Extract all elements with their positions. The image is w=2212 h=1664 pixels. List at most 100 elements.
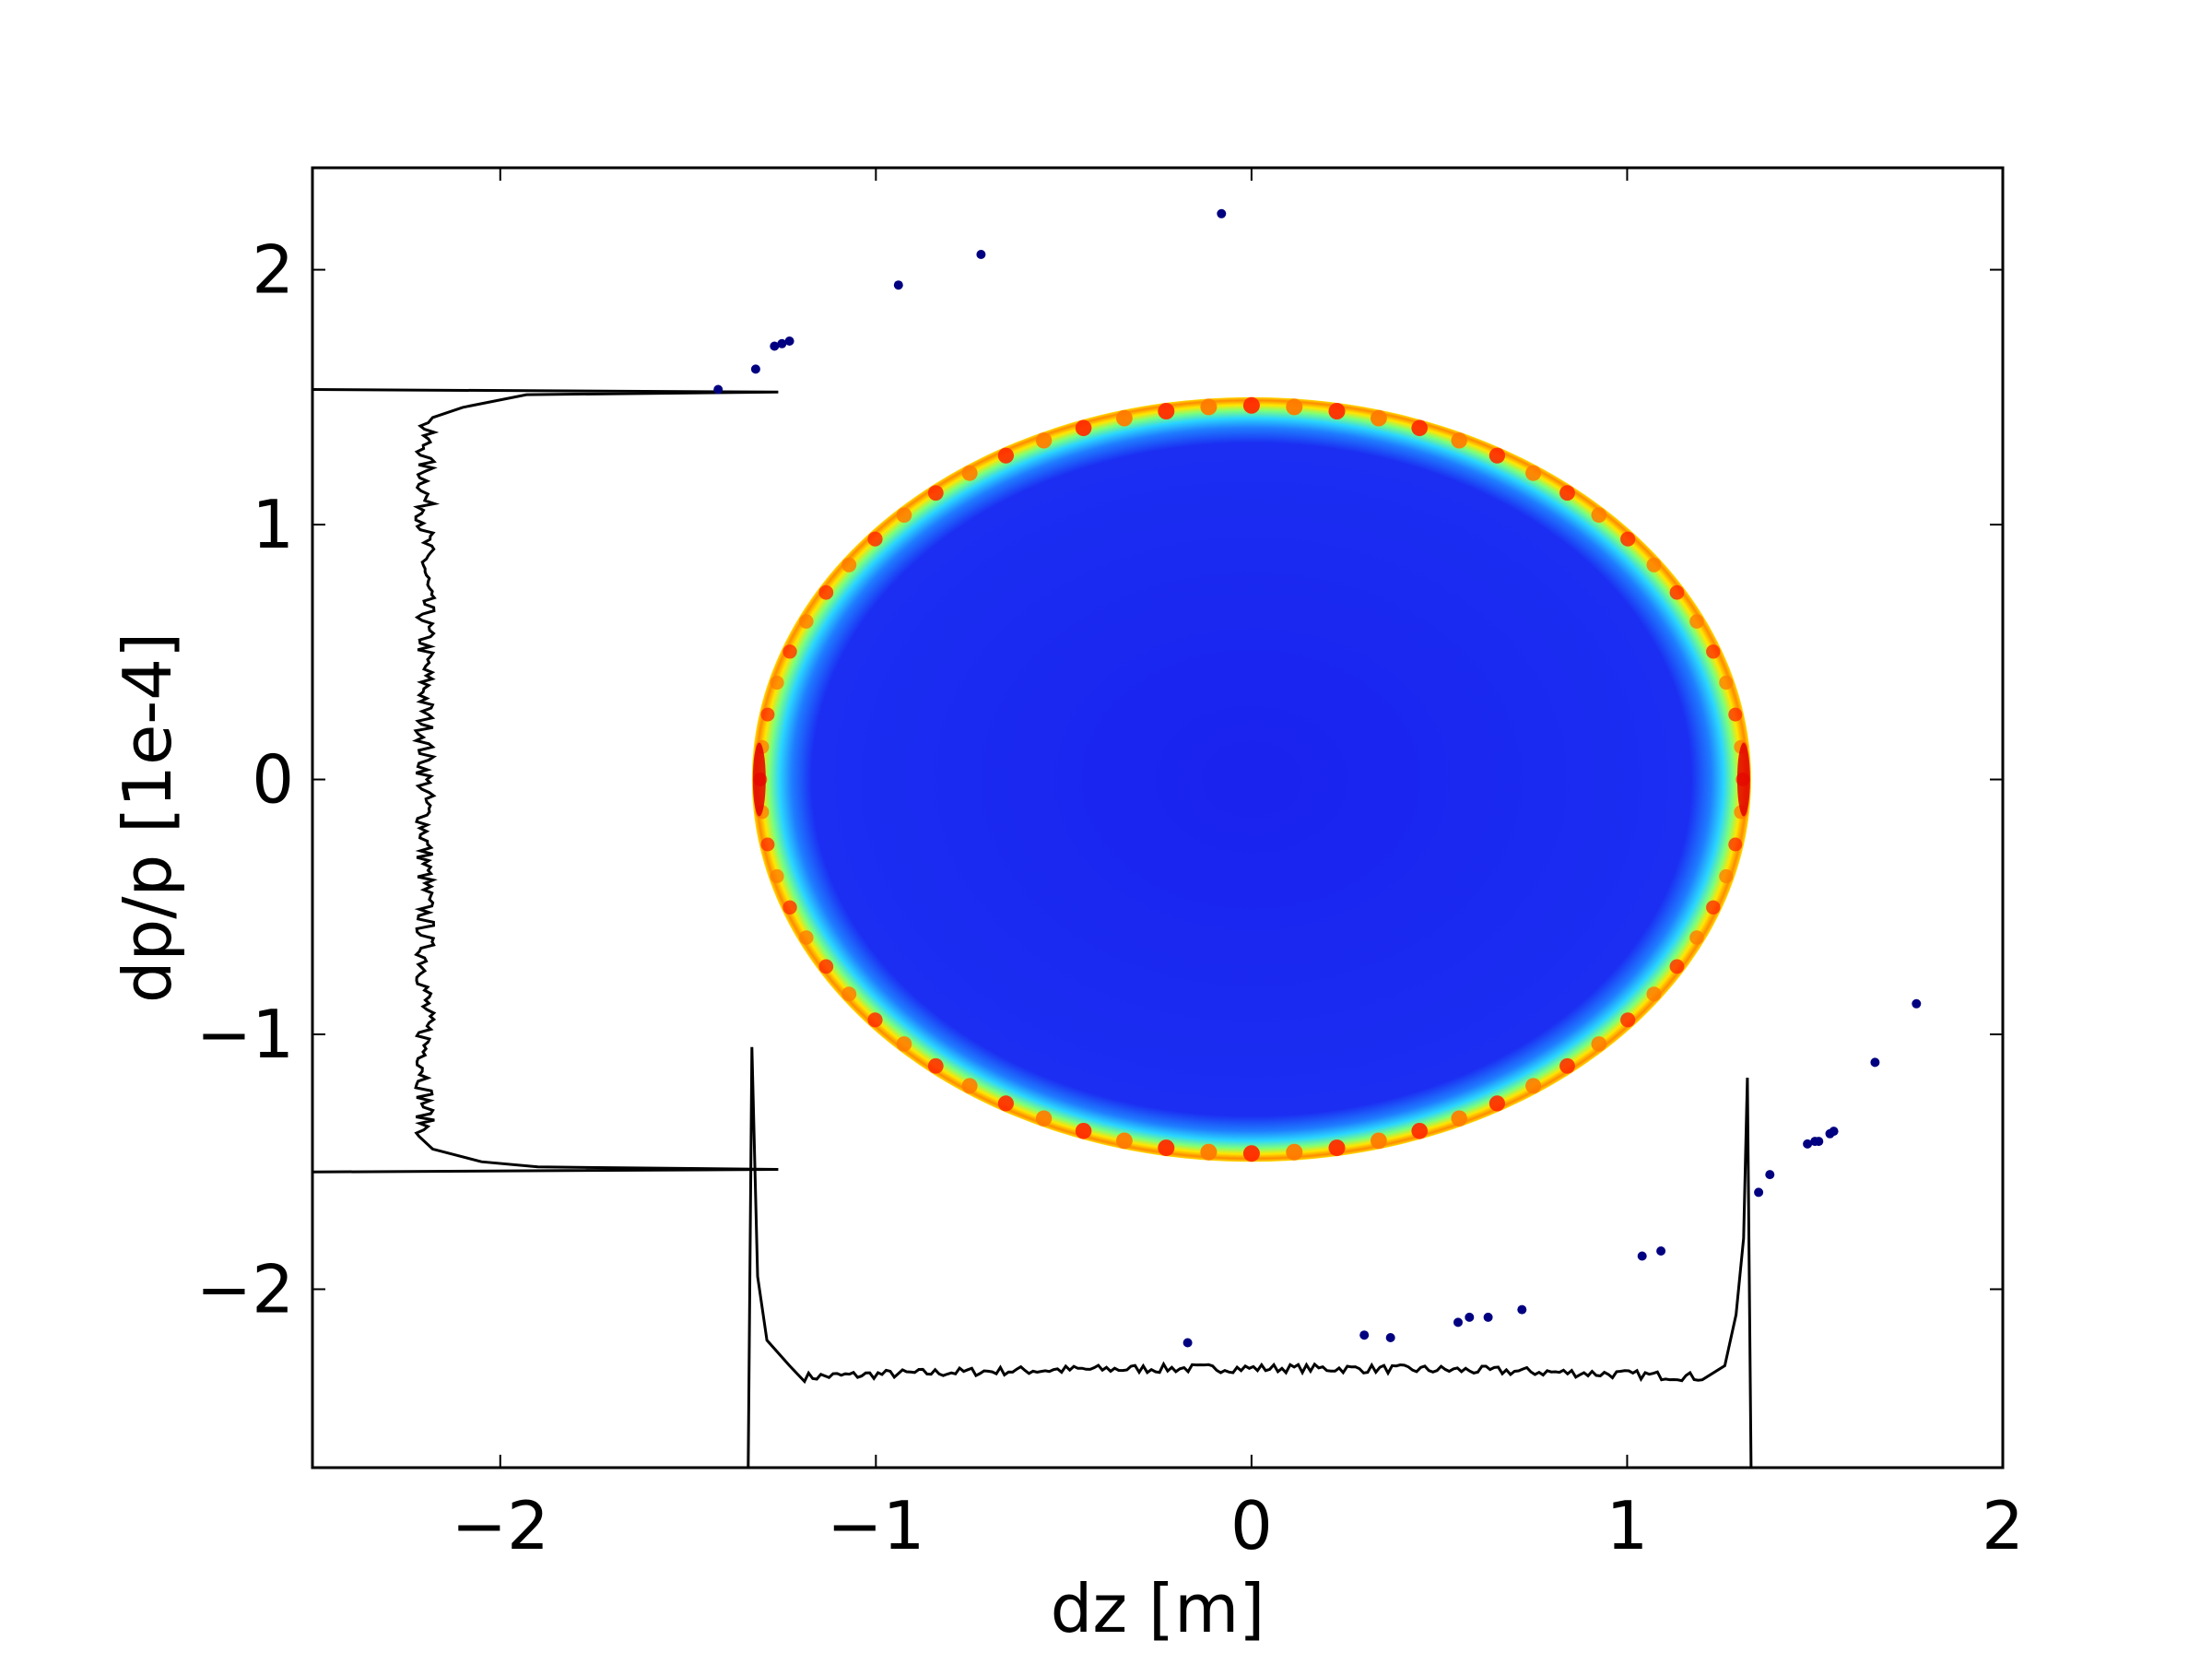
dz-profile-line: [747, 1046, 1753, 1468]
ellipse-rim-hotspot: [841, 557, 857, 572]
x-tick-label: −1: [827, 1487, 924, 1564]
outlier-point: [1182, 1338, 1193, 1348]
outlier-point: [1829, 1127, 1839, 1137]
ellipse-rim-hotspot: [997, 1095, 1014, 1112]
ellipse-rim-hotspot: [1706, 644, 1721, 659]
ellipse-rim-hotspot: [1075, 419, 1092, 437]
ellipse-rim-hotspot: [1328, 403, 1346, 419]
ellipse-rim-hotspot: [1728, 837, 1743, 852]
ellipse-rim-hotspot: [1620, 1012, 1636, 1028]
ellipse-rim-hotspot: [1591, 507, 1607, 523]
ellipse-rim-hotspot: [961, 1078, 978, 1094]
ellipse-rim-hotspot: [997, 447, 1014, 464]
ellipse-rim-hotspot: [760, 707, 775, 722]
outlier-point: [1765, 1170, 1775, 1180]
ellipse-rim-hotspot: [867, 531, 883, 547]
ellipse-rim-hotspot: [1451, 1110, 1467, 1127]
plot-area: [312, 208, 1922, 1468]
ellipse-rim-hotspot: [760, 837, 775, 852]
ellipse-rim-hotspot: [1646, 986, 1662, 1002]
outlier-point: [1517, 1304, 1527, 1315]
ellipse-rim-hotspot: [1706, 900, 1721, 915]
ellipse-rim-hotspot: [1620, 531, 1636, 547]
outlier-point: [976, 250, 986, 259]
outlier-point: [1483, 1312, 1493, 1322]
x-tick-label: 2: [1982, 1487, 2024, 1564]
plot-frame: [311, 166, 2005, 1469]
ellipse-rim-hotspot: [1728, 707, 1743, 722]
ellipse-rim-hotspot: [1242, 396, 1260, 414]
ellipse-rim-hotspot: [1488, 1095, 1505, 1112]
ellipse-rim-hotspot: [770, 675, 784, 690]
outlier-point: [1656, 1246, 1666, 1256]
ellipse-rim-hotspot: [1286, 398, 1303, 416]
outlier-point: [1870, 1057, 1880, 1068]
outlier-point: [1217, 208, 1227, 218]
ellipse-rim-hotspot: [1488, 447, 1505, 464]
ellipse-rim-hotspot: [799, 930, 814, 945]
ellipse-rim-hotspot: [1286, 1143, 1303, 1161]
ellipse-rim-hotspot: [1075, 1123, 1092, 1139]
outlier-point: [1385, 1333, 1395, 1342]
profile-layer: [312, 388, 1753, 1468]
y-tick-label: −2: [196, 1250, 294, 1328]
y-tick-label: 1: [252, 486, 294, 563]
ellipse-rim-hotspot: [1328, 1139, 1346, 1157]
ellipse-rim-hotspot: [1371, 409, 1387, 427]
ellipse-rim-hotspot: [1646, 557, 1662, 572]
ellipse-rim-hotspot: [1035, 432, 1053, 449]
outlier-point: [713, 384, 724, 395]
outlier-points-layer: [713, 208, 1922, 1348]
ellipse-rim-hotspot: [1559, 1057, 1575, 1074]
ellipse-rim-hotspot: [867, 1012, 883, 1028]
ellipse-rim-hotspot: [770, 868, 784, 884]
ellipse-rim-hotspot: [1525, 1078, 1542, 1094]
outlier-point: [777, 338, 787, 348]
y-tick-label: 0: [252, 741, 294, 819]
ellipse-rim-hotspot: [1669, 584, 1685, 600]
ellipse-rim-hotspot: [1242, 1145, 1260, 1162]
outlier-point: [750, 364, 760, 374]
ellipse-rim-hotspot: [1411, 1123, 1428, 1139]
ellipse-rim-hotspot: [799, 614, 814, 629]
ellipse-rim-hotspot: [841, 986, 857, 1002]
outlier-point: [1453, 1317, 1463, 1328]
ellipse-rim-hotspot: [782, 900, 797, 915]
x-axis-ticks: −2 −1 0 1 2: [452, 168, 2024, 1564]
ellipse-rim-hotspot: [1689, 614, 1704, 629]
ellipse-edge-hotspot: [1736, 742, 1750, 817]
outlier-point: [1359, 1330, 1370, 1340]
ellipse-rim-hotspot: [782, 644, 797, 659]
ellipse-rim-hotspot: [818, 959, 834, 974]
ellipse-edge-hotspot: [752, 742, 766, 817]
ellipse-rim-hotspot: [927, 1057, 944, 1074]
ellipse-rim-hotspot: [1158, 1139, 1175, 1157]
dpp-profile-line: [312, 388, 779, 1174]
density-ellipse: [751, 396, 1751, 1162]
ellipse-rim-hotspot: [1451, 432, 1467, 449]
ellipse-rim-hotspot: [1669, 959, 1685, 974]
ellipse-rim-hotspot: [1200, 1143, 1218, 1161]
x-axis-label: dz [m]: [1051, 1570, 1265, 1647]
ellipse-rim-hotspot: [1525, 465, 1542, 481]
ellipse-rim-hotspot: [1116, 409, 1133, 427]
outlier-point: [1814, 1137, 1824, 1147]
y-tick-label: 2: [252, 231, 294, 309]
y-axis-label: dp/p [1e-4]: [109, 632, 186, 1003]
ellipse-rim-hotspot: [896, 1036, 912, 1052]
ellipse-rim-hotspot: [1200, 398, 1218, 416]
outlier-point: [1465, 1312, 1475, 1322]
ellipse-rim-hotspot: [1689, 930, 1704, 945]
outlier-point: [1637, 1251, 1647, 1261]
outlier-point: [1803, 1139, 1813, 1149]
ellipse-rim-hotspot: [1591, 1036, 1607, 1052]
outlier-point: [893, 280, 903, 290]
ellipse-rim-hotspot: [896, 507, 912, 523]
ellipse-rim-hotspot: [1035, 1110, 1053, 1127]
ellipse-rim-hotspot: [1559, 485, 1575, 502]
outlier-point: [1754, 1187, 1764, 1198]
outlier-point: [1912, 998, 1922, 1009]
ellipse-rim-hotspot: [1158, 403, 1175, 419]
